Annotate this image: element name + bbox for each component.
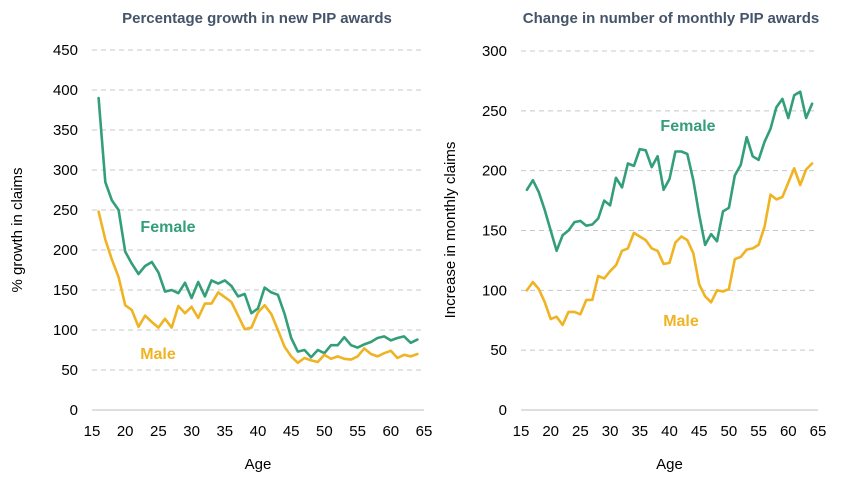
left-y-tick-label: 350 — [53, 122, 78, 139]
right-y-tick-label: 200 — [482, 163, 507, 180]
right-x-tick-label: 40 — [661, 423, 678, 440]
left-y-tick-label: 250 — [53, 202, 78, 219]
left-x-tick-label: 50 — [316, 423, 333, 440]
right-x-tick-label: 25 — [572, 423, 589, 440]
right-chart: Change in number of monthly PIP awards 0… — [442, 10, 826, 473]
left-y-tick-label: 200 — [53, 242, 78, 259]
right-x-tick-label: 35 — [631, 423, 648, 440]
left-x-tick-label: 15 — [84, 423, 101, 440]
right-chart-title: Change in number of monthly PIP awards — [523, 10, 819, 27]
right-x-tick-label: 20 — [542, 423, 559, 440]
right-x-tick-label: 55 — [750, 423, 767, 440]
left-chart: Percentage growth in new PIP awards 0 50 1… — [9, 10, 432, 473]
right-y-tick-label: 250 — [482, 103, 507, 120]
left-y-tick-label: 50 — [61, 362, 78, 379]
left-x-tick-label: 45 — [283, 423, 300, 440]
right-x-tick-label: 45 — [691, 423, 708, 440]
right-female-series-line — [525, 90, 814, 253]
right-male-series-label: Male — [663, 313, 699, 330]
left-x-tick-label: 20 — [117, 423, 134, 440]
right-female-series-label: Female — [660, 118, 715, 135]
left-y-tick-label: 400 — [53, 82, 78, 99]
right-y-tick-label: 100 — [482, 282, 507, 299]
left-male-series-label: Male — [140, 346, 176, 363]
left-y-tick-label: 0 — [70, 402, 78, 419]
left-x-tick-label: 60 — [382, 423, 399, 440]
right-x-tick-label: 30 — [602, 423, 619, 440]
left-female-series-line — [97, 96, 419, 359]
right-y-tick-label: 50 — [490, 342, 507, 359]
left-chart-title: Percentage growth in new PIP awards — [122, 10, 392, 27]
right-y-tick-label: 0 — [499, 402, 507, 419]
left-x-tick-label: 35 — [216, 423, 233, 440]
left-y-tick-label: 300 — [53, 162, 78, 179]
left-x-tick-label: 65 — [416, 423, 433, 440]
left-x-tick-label: 25 — [150, 423, 167, 440]
right-x-tick-label: 15 — [513, 423, 530, 440]
left-x-tick-label: 40 — [250, 423, 267, 440]
left-female-series-label: Female — [140, 219, 195, 236]
left-y-tick-label: 450 — [53, 42, 78, 59]
left-y-tick-label: 150 — [53, 282, 78, 299]
left-x-axis-title: Age — [245, 456, 272, 473]
left-y-tick-label: 100 — [53, 322, 78, 339]
left-x-tick-label: 55 — [349, 423, 366, 440]
right-y-tick-label: 300 — [482, 43, 507, 60]
left-y-axis-title: % growth in claims — [9, 167, 26, 292]
left-male-series-line — [97, 210, 419, 365]
right-y-axis-title: Increase in monthly claims — [442, 142, 459, 319]
right-x-tick-label: 50 — [721, 423, 738, 440]
right-male-series-line — [525, 162, 814, 327]
right-x-tick-label: 65 — [810, 423, 827, 440]
left-x-tick-label: 30 — [183, 423, 200, 440]
right-x-tick-label: 60 — [780, 423, 797, 440]
right-y-tick-label: 150 — [482, 223, 507, 240]
right-x-axis-title: Age — [656, 456, 683, 473]
